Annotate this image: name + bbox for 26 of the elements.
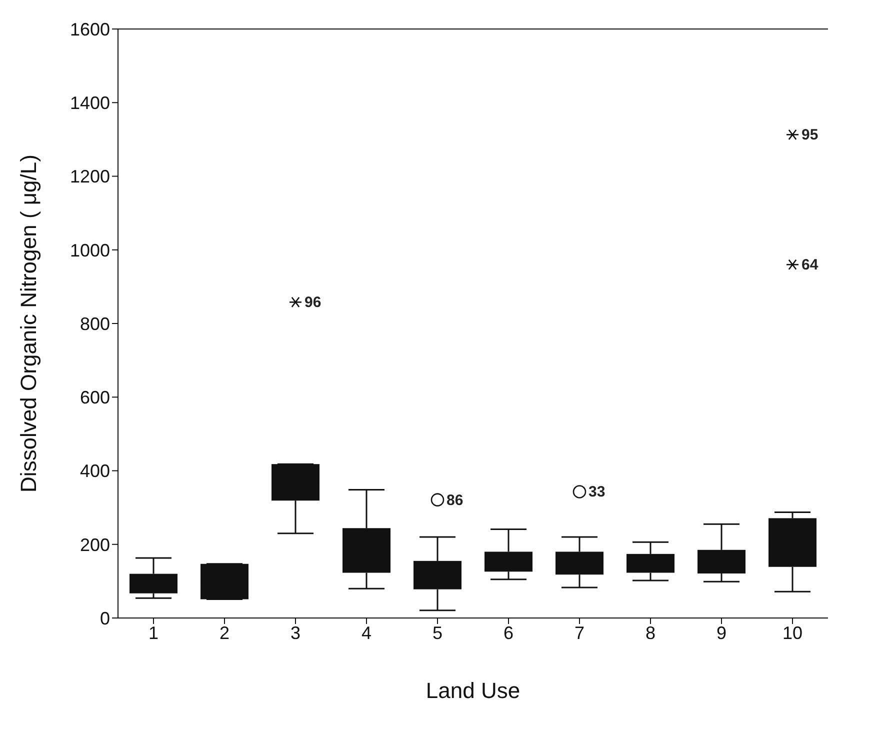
annotation: 96 xyxy=(304,294,322,312)
x-tick-label: 4 xyxy=(361,622,372,643)
y-tick-label: 600 xyxy=(80,388,110,408)
x-tick-label: 7 xyxy=(574,622,585,643)
y-axis-title: Dissolved Organic Nitrogen ( μg/L) xyxy=(16,154,41,492)
annotation: 64 xyxy=(802,256,819,274)
annotation: 95 xyxy=(802,126,818,144)
y-tick-label: 800 xyxy=(80,314,110,334)
x-tick-label: 5 xyxy=(432,622,443,643)
x-tick-label: 1 xyxy=(148,622,159,643)
y-tick-label: 400 xyxy=(80,461,110,482)
y-tick-label: 1200 xyxy=(70,166,110,187)
y-tick-label: 1400 xyxy=(70,93,110,114)
x-tick-label: 3 xyxy=(290,622,301,643)
y-tick-label: 200 xyxy=(80,534,110,555)
x-tick-label: 6 xyxy=(503,622,514,643)
y-tick-label: 1000 xyxy=(70,240,110,260)
x-axis-title: Land Use xyxy=(426,678,520,703)
x-tick-label: 8 xyxy=(645,622,656,643)
y-tick-label: 0 xyxy=(100,608,110,628)
x-tick-label: 2 xyxy=(219,622,230,643)
x-tick-label: 10 xyxy=(782,622,803,643)
x-tick-label: 9 xyxy=(716,622,727,643)
annotation: 33 xyxy=(588,484,606,501)
annotation: 86 xyxy=(446,492,464,509)
y-tick-label: 1600 xyxy=(70,19,110,40)
